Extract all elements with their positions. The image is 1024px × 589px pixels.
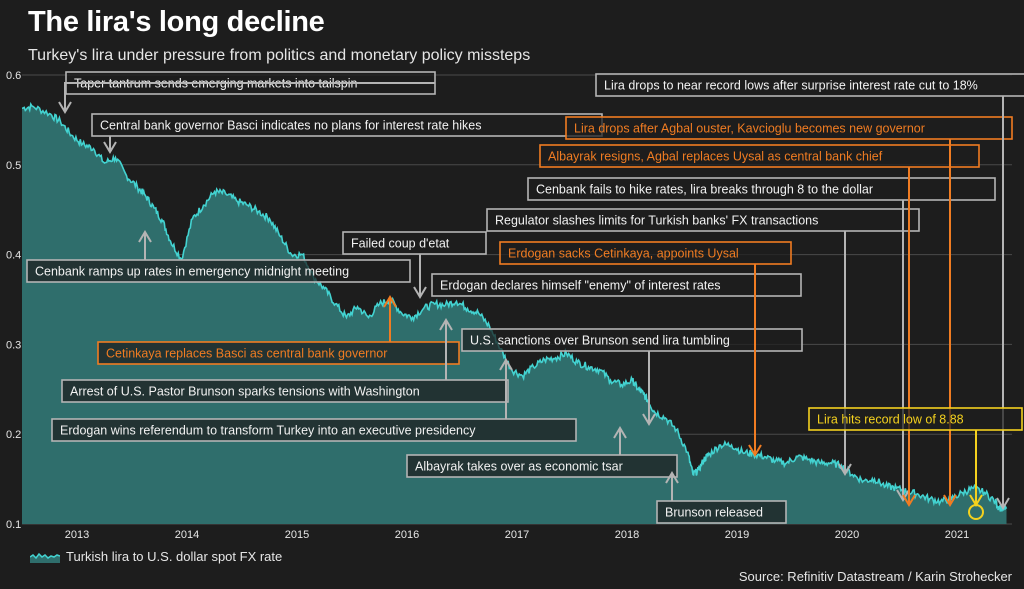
annotation-box <box>499 241 792 265</box>
arrowhead-icon <box>896 489 910 502</box>
annotation: Erdogan wins referendum to transform Tur… <box>51 358 577 442</box>
annotation-connector <box>64 82 435 112</box>
x-tick-label: 2019 <box>725 529 749 541</box>
annotation: Failed coup d'etat <box>342 231 487 299</box>
annotation-text: Erdogan wins referendum to transform Tur… <box>60 424 476 438</box>
arrowhead-icon <box>665 471 679 484</box>
annotation-text: Brunson released <box>665 506 763 520</box>
annotation-box <box>808 407 1023 431</box>
legend-swatch-icon <box>30 552 60 563</box>
annotation: Albayrak resigns, Agbal replaces Uysal a… <box>539 144 980 507</box>
annotation-box <box>539 144 980 168</box>
annotation-text: Albayrak takes over as economic tsar <box>415 460 623 474</box>
annotation-text: Lira drops to near record lows after sur… <box>604 79 978 93</box>
annotation: Cenbank ramps up rates in emergency midn… <box>26 230 411 283</box>
arrowhead-icon <box>103 141 117 154</box>
annotation: Albayrak takes over as economic tsar <box>406 426 678 478</box>
record-low-marker <box>968 504 984 520</box>
annotation-text: U.S. sanctions over Brunson send lira tu… <box>470 334 730 348</box>
annotation-text: Arrest of U.S. Pastor Brunson sparks ten… <box>70 385 420 399</box>
annotation-box <box>51 418 577 442</box>
y-tick-label: 0.2 <box>6 429 21 441</box>
annotation-text: Cetinkaya replaces Basci as central bank… <box>106 347 387 361</box>
annotation: Cetinkaya replaces Basci as central bank… <box>97 295 460 365</box>
x-tick-label: 2015 <box>285 529 309 541</box>
annotation-text: Regulator slashes limits for Turkish ban… <box>495 214 818 228</box>
y-tick-label: 0.1 <box>6 519 21 531</box>
annotation-text: Erdogan declares himself "enemy" of inte… <box>440 279 721 293</box>
x-tick-label: 2020 <box>835 529 859 541</box>
annotation: Brunson released <box>656 471 787 524</box>
annotation-box <box>656 500 787 524</box>
x-tick-label: 2013 <box>65 529 89 541</box>
y-tick-label: 0.3 <box>6 339 21 351</box>
annotation: Lira drops after Agbal ouster, Kavcioglu… <box>565 116 1013 507</box>
annotation: Erdogan sacks Cetinkaya, appoints Uysal <box>499 241 792 457</box>
arrowhead-icon <box>138 230 152 243</box>
annotation: Regulator slashes limits for Turkish ban… <box>486 208 920 476</box>
annotation-box <box>565 116 1013 140</box>
annotation: Erdogan declares himself "enemy" of inte… <box>431 273 802 297</box>
annotation-box <box>527 177 996 201</box>
annotation-box <box>595 73 1024 97</box>
chart-subtitle: Turkey's lira under pressure from politi… <box>28 47 531 64</box>
annotation-text: Cenbank ramps up rates in emergency midn… <box>35 265 349 279</box>
x-tick-label: 2016 <box>395 529 419 541</box>
lira-line <box>21 101 1008 512</box>
annotation: Arrest of U.S. Pastor Brunson sparks ten… <box>61 318 509 403</box>
annotation-box <box>342 231 487 255</box>
annotation-box <box>431 273 802 297</box>
annotation-box <box>61 379 509 403</box>
y-tick-label: 0.4 <box>6 250 21 262</box>
x-tick-label: 2021 <box>945 529 969 541</box>
annotation: U.S. sanctions over Brunson send lira tu… <box>461 328 803 426</box>
annotation-box <box>486 208 920 232</box>
annotation-text: Cenbank fails to hike rates, lira breaks… <box>536 183 873 197</box>
annotation-box <box>26 259 411 283</box>
annotation: Central bank governor Basci indicates no… <box>91 113 603 154</box>
arrowhead-icon <box>642 413 656 426</box>
annotation: Taper tantrum sends emerging markets int… <box>58 71 436 114</box>
annotation-box <box>406 454 678 478</box>
arrowhead-icon <box>943 494 957 507</box>
annotation-text: Central bank governor Basci indicates no… <box>100 119 481 133</box>
arrowhead-icon <box>996 497 1010 510</box>
annotation-box <box>461 328 803 352</box>
y-tick-label: 0.6 <box>6 70 21 82</box>
y-tick-label: 0.5 <box>6 160 21 172</box>
annotation-text: Lira hits record low of 8.88 <box>817 413 964 427</box>
arrowhead-icon <box>58 101 72 114</box>
annotation-text: Albayrak resigns, Agbal replaces Uysal a… <box>548 150 883 164</box>
annotation: Lira drops to near record lows after sur… <box>595 73 1024 510</box>
arrowhead-icon <box>439 318 453 331</box>
x-tick-label: 2017 <box>505 529 529 541</box>
arrowhead-icon <box>748 444 762 457</box>
annotation-text: Erdogan sacks Cetinkaya, appoints Uysal <box>508 247 739 261</box>
arrowhead-icon <box>499 358 513 371</box>
arrowhead-icon <box>383 295 397 308</box>
annotation: Lira hits record low of 8.88 <box>808 407 1023 507</box>
annotation: Cenbank fails to hike rates, lira breaks… <box>527 177 996 502</box>
legend: Turkish lira to U.S. dollar spot FX rate <box>30 549 282 564</box>
arrowhead-icon <box>902 494 916 507</box>
annotation-text: Lira drops after Agbal ouster, Kavcioglu… <box>574 122 925 136</box>
arrowhead-icon <box>838 463 852 476</box>
chart-title: The lira's long decline <box>28 6 325 38</box>
source-note: Source: Refinitiv Datastream / Karin Str… <box>738 569 1012 584</box>
annotation-text: Failed coup d'etat <box>351 237 450 251</box>
annotation-box <box>97 341 460 365</box>
x-tick-label: 2018 <box>615 529 639 541</box>
arrowhead-icon <box>613 426 627 439</box>
arrowhead-icon <box>413 286 427 299</box>
x-tick-label: 2014 <box>175 529 199 541</box>
legend-label: Turkish lira to U.S. dollar spot FX rate <box>66 549 283 564</box>
